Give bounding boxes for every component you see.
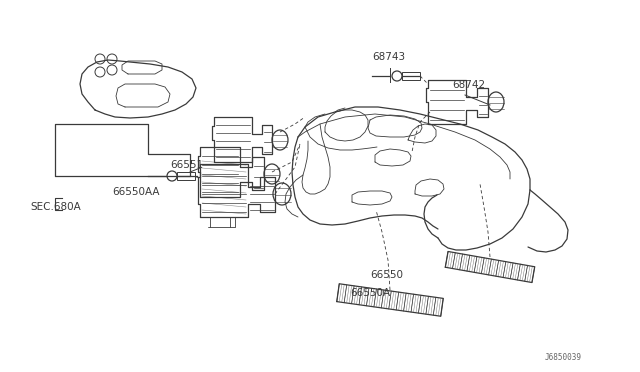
Bar: [402, 72, 420, 80]
Text: 66550: 66550: [370, 270, 403, 280]
Text: SEC.680A: SEC.680A: [30, 202, 81, 212]
Text: 66550A: 66550A: [350, 288, 390, 298]
Bar: [177, 172, 195, 180]
Text: J6850039: J6850039: [545, 353, 582, 362]
Text: 68742: 68742: [452, 80, 485, 90]
Text: 66550AA: 66550AA: [112, 187, 159, 197]
Text: 68743: 68743: [372, 52, 405, 62]
Text: 66551: 66551: [170, 160, 203, 170]
